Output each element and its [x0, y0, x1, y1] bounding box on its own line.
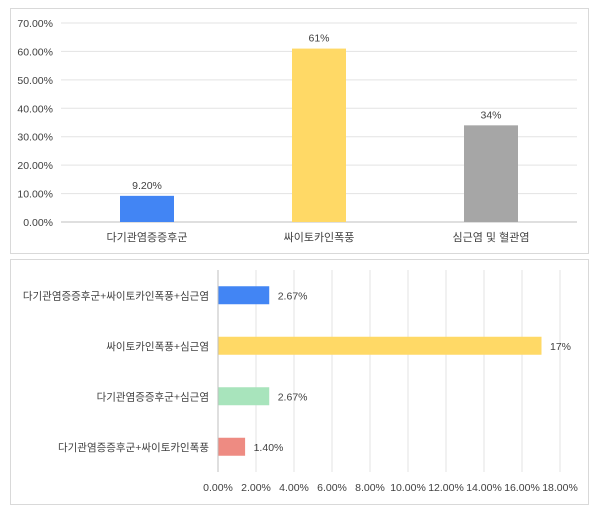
x-category-label: 싸이토카인폭풍: [284, 231, 355, 244]
bar-data-label: 17%: [550, 341, 571, 353]
y-tick-label: 40.00%: [17, 103, 53, 115]
bar: [218, 437, 246, 456]
horizontal-bar-chart-panel: 0.00% 2.00% 4.00% 6.00% 8.00% 10.00% 12.00% 14.…: [10, 259, 589, 505]
bar-data-label: 2.67%: [278, 290, 308, 302]
y-tick-label: 30.00%: [17, 132, 53, 144]
x-tick-label: 4.00%: [279, 482, 309, 494]
vertical-bar-chart-panel: 0.00% 10.00% 20.00% 30.00% 40.00% 50.00% 60.00…: [10, 8, 589, 254]
y-tick-label: 50.00%: [17, 75, 53, 87]
vertical-bar-chart: 0.00% 10.00% 20.00% 30.00% 40.00% 50.00% 60.00…: [17, 18, 577, 244]
x-tick-label: 2.00%: [241, 482, 271, 494]
y-tick-label: 70.00%: [17, 18, 53, 30]
bar-data-label: 61%: [308, 33, 329, 45]
bar: [218, 387, 270, 406]
x-tick-label: 16.00%: [504, 482, 540, 494]
x-tick-label: 8.00%: [355, 482, 385, 494]
bar: [218, 336, 542, 355]
x-category-label: 심근염 및 혈관염: [453, 230, 530, 244]
bar: [292, 48, 346, 223]
x-tick-label: 14.00%: [466, 482, 502, 494]
horizontal-bar-chart: 0.00% 2.00% 4.00% 6.00% 8.00% 10.00% 12.00% 14.…: [23, 270, 578, 494]
x-tick-label: 0.00%: [203, 482, 233, 494]
y-category-label: 싸이토카인폭풍+심근염: [106, 341, 209, 353]
bar-data-label: 2.67%: [278, 391, 308, 403]
y-category-label: 다기관염증증후군+싸이토카인폭풍+심근염: [23, 290, 209, 302]
bar: [218, 286, 270, 305]
y-category-label: 다기관염증증후군+싸이토카인폭풍: [58, 442, 209, 454]
x-tick-label: 6.00%: [317, 482, 347, 494]
y-category-label: 다기관염증증후군+심근염: [97, 391, 209, 403]
bar: [464, 125, 518, 222]
bar: [120, 195, 174, 222]
bar-data-label: 9.20%: [132, 180, 162, 192]
y-tick-label: 60.00%: [17, 46, 53, 58]
x-tick-label: 12.00%: [428, 482, 464, 494]
bar-data-label: 34%: [480, 109, 501, 121]
y-tick-label: 20.00%: [17, 160, 53, 172]
y-tick-label: 10.00%: [17, 189, 53, 201]
x-tick-label: 18.00%: [542, 482, 578, 494]
x-tick-label: 10.00%: [390, 482, 426, 494]
y-tick-label: 0.00%: [23, 217, 53, 229]
x-category-label: 다기관염증증후군: [107, 231, 188, 244]
bar-data-label: 1.40%: [254, 442, 284, 454]
